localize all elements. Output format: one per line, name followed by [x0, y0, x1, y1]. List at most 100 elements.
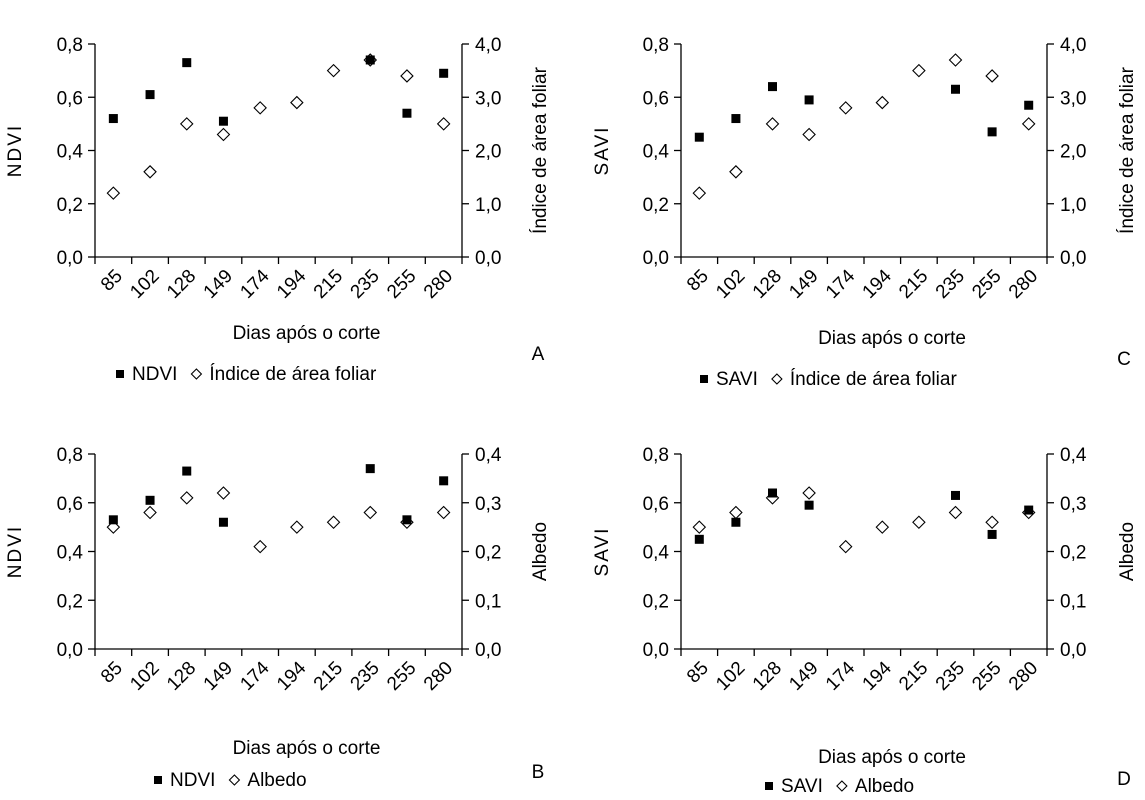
data-point-diamond [985, 515, 999, 530]
y-tick-label: 0,6 [643, 88, 669, 109]
x-tick-label: 102 [712, 658, 749, 695]
y2-axis-title: Albedo [1117, 522, 1138, 581]
data-point-diamond [985, 69, 999, 83]
data-point-diamond [179, 117, 194, 131]
y2-tick-label: 1,0 [475, 195, 501, 216]
x-tick-label: 149 [785, 658, 822, 695]
y2-tick-label: 1,0 [1060, 195, 1086, 216]
x-tick-label: 235 [932, 658, 969, 695]
data-point-square [768, 488, 777, 498]
x-tick-label: 85 [97, 266, 127, 296]
chart-panel-d: 0,0 0,2 0,4 0,6 0,8 0,0 0,1 0,2 0,3 0,4 85 102 128 14… [592, 445, 1138, 797]
x-axis-title: Dias após o corte [818, 747, 966, 768]
x-tick-label: 215 [895, 266, 932, 303]
legend-label: Índice de área foliar [790, 369, 958, 390]
data-point-square [987, 529, 997, 539]
data-point-square [1024, 100, 1034, 110]
x-tick-label: 215 [895, 658, 932, 695]
x-tick-label: 235 [347, 658, 384, 695]
y-tick-label: 0,2 [643, 591, 669, 612]
y-axis-title: SAVI [592, 527, 613, 577]
y2-axis-title: Índice de área foliar [1117, 66, 1138, 234]
y-tick-label: 0,2 [643, 195, 669, 216]
x-tick-label: 174 [822, 265, 860, 303]
data-point-diamond [216, 127, 231, 142]
x-tick-label: 215 [310, 658, 347, 695]
x-tick-label: 280 [420, 658, 457, 695]
panel-letter: B [532, 762, 545, 783]
data-point-square [694, 132, 704, 142]
x-axis-title: Dias após o corte [818, 328, 966, 349]
panel-letter: D [1117, 769, 1131, 790]
y-axis-title: NDVI [5, 124, 26, 177]
y2-tick-label: 0,2 [475, 543, 501, 564]
legend-label: NDVI [170, 770, 215, 791]
data-point-diamond [143, 505, 157, 520]
data-point-square [108, 515, 118, 525]
data-point-diamond [290, 520, 304, 534]
data-point-diamond [838, 101, 853, 115]
legend-diamond-marker [190, 368, 203, 380]
data-point-diamond [912, 515, 926, 530]
y2-tick-label: 0,3 [1060, 494, 1086, 515]
data-point-diamond [326, 63, 341, 78]
x-tick-label: 102 [712, 266, 749, 303]
data-point-square [218, 116, 228, 126]
data-point-square [951, 84, 960, 94]
y-tick-label: 0,0 [57, 640, 83, 661]
y-axis-title: SAVI [592, 126, 613, 176]
x-tick-label: 174 [822, 657, 860, 695]
x-axis-title: Dias após o corte [233, 738, 381, 759]
data-point-diamond [253, 539, 267, 554]
y2-tick-label: 0,1 [475, 591, 501, 612]
y-tick-label: 0,6 [57, 88, 83, 109]
data-point-diamond [1021, 117, 1036, 131]
data-point-diamond [216, 486, 231, 500]
data-point-diamond [363, 505, 378, 520]
chart-panel-a: 0,0 0,2 0,4 0,6 0,8 0,0 1,0 2,0 3,0 4,0 85 102 128 14… [5, 35, 551, 385]
data-point-diamond [948, 53, 963, 67]
data-point-square [182, 58, 192, 68]
y-tick-label: 0,8 [643, 445, 669, 466]
x-tick-label: 255 [383, 266, 420, 303]
data-point-square [731, 114, 741, 124]
y2-tick-label: 0,1 [1060, 591, 1086, 612]
y-tick-label: 0,8 [57, 35, 83, 56]
legend-label: Índice de área foliar [209, 364, 377, 385]
panel-letter: C [1117, 349, 1131, 370]
x-tick-label: 128 [749, 266, 786, 303]
legend-diamond-marker [836, 780, 848, 792]
legend-diamond-marker [771, 373, 783, 385]
x-tick-label: 235 [347, 266, 384, 303]
legend-square-marker [765, 782, 773, 790]
data-point-square [804, 95, 814, 105]
data-point-diamond [400, 515, 414, 530]
data-point-square [402, 108, 412, 118]
data-point-diamond [729, 505, 743, 520]
y2-tick-label: 0,0 [475, 640, 501, 661]
data-point-diamond [802, 127, 816, 142]
legend-label: Albedo [855, 776, 914, 797]
x-tick-label: 280 [420, 266, 457, 303]
legend-square-marker [154, 776, 162, 784]
x-tick-label: 174 [236, 265, 274, 303]
x-tick-label: 194 [859, 265, 897, 303]
data-point-diamond [692, 186, 707, 200]
x-tick-label: 194 [273, 265, 311, 303]
data-point-diamond [253, 101, 267, 115]
data-point-square [218, 517, 228, 527]
x-tick-label: 102 [126, 266, 163, 303]
y2-axis-title: Albedo [530, 522, 551, 581]
data-point-square [108, 114, 118, 124]
x-tick-label: 149 [200, 266, 237, 303]
x-tick-label: 149 [200, 658, 237, 695]
x-tick-label: 194 [273, 657, 311, 695]
x-tick-label: 128 [163, 658, 200, 695]
data-point-diamond [692, 520, 707, 534]
data-point-square [804, 500, 814, 510]
y2-tick-label: 3,0 [475, 88, 501, 109]
x-tick-label: 128 [749, 658, 786, 695]
x-tick-label: 85 [683, 266, 713, 296]
y2-tick-label: 0,3 [475, 494, 501, 515]
y2-tick-label: 4,0 [475, 35, 501, 56]
